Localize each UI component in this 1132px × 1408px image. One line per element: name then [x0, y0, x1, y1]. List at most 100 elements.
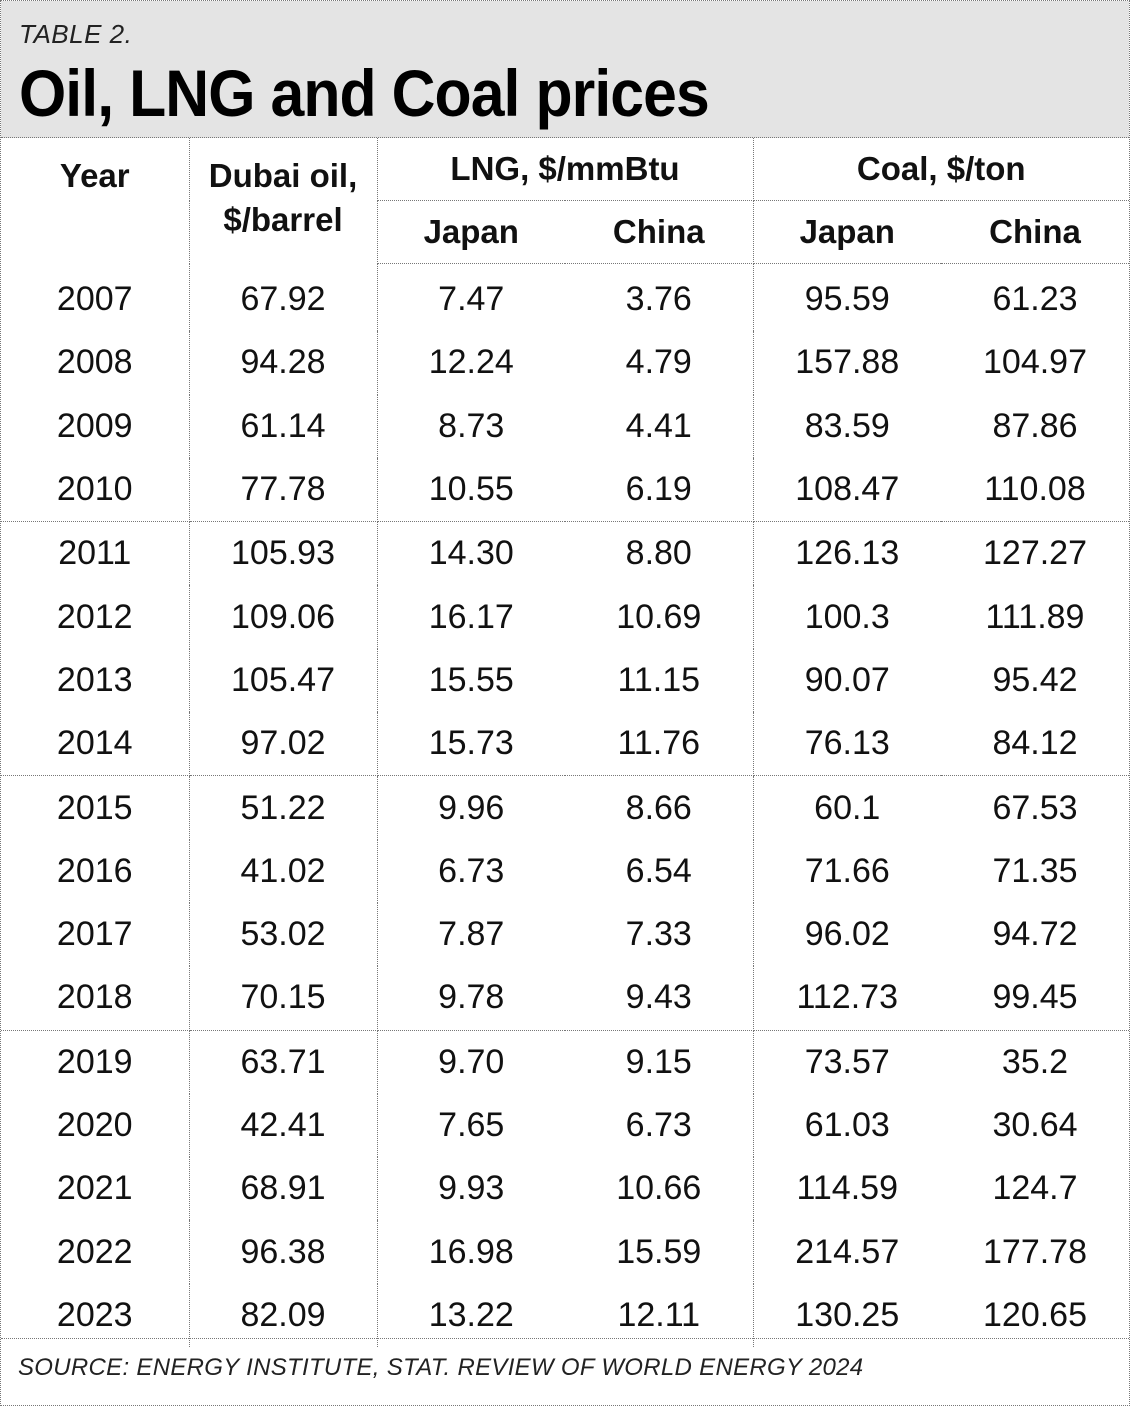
cell-dubai-oil: 42.41 — [189, 1093, 378, 1158]
cell-lng-japan: 13.22 — [428, 1295, 514, 1334]
cell-lng-japan: 16.98 — [428, 1232, 514, 1271]
cell-lng-china: 4.41 — [565, 394, 754, 458]
cell-dubai-oil: 63.71 — [189, 1030, 378, 1094]
cell-year: 2007 — [1, 263, 190, 332]
table-row: 2017 53.02 7.87 7.33 96.02 94.72 — [1, 902, 1129, 967]
cell-dubai-oil: 70.15 — [189, 966, 378, 1031]
table-row: 2014 97.02 15.73 11.76 76.13 84.12 — [1, 712, 1129, 777]
cell-coal-china: 61.23 — [992, 280, 1078, 319]
cell-coal-japan: 108.47 — [753, 457, 941, 523]
cell-dubai-oil: 51.22 — [189, 775, 378, 840]
header-dubai-oil-line1: Dubai oil, — [208, 157, 358, 194]
cell-dubai-oil: 96.38 — [189, 1220, 378, 1284]
cell-coal-japan: 61.03 — [804, 1106, 890, 1144]
cell-coal-japan: 71.66 — [804, 851, 890, 890]
cell-dubai-oil: 68.91 — [189, 1157, 378, 1221]
cell-coal-japan: 214.57 — [795, 1232, 900, 1271]
cell-coal-japan: 83.59 — [804, 406, 890, 445]
header-dubai-oil: Dubai oil, $/barrel — [189, 138, 378, 264]
table-header-band: TABLE 2. Oil, LNG and Coal prices — [1, 1, 1129, 138]
table-row: 2008 94.28 12.24 4.79 157.88 104.97 — [1, 331, 1129, 395]
table-row: 2010 77.78 10.55 6.19 108.47 110.08 — [1, 457, 1129, 523]
footer-divider — [1, 1338, 1129, 1339]
cell-lng-japan: 14.30 — [428, 534, 514, 573]
cell-coal-china: 87.86 — [992, 406, 1078, 445]
cell-coal-china: 35.2 — [1001, 1042, 1069, 1081]
cell-dubai-oil: 77.78 — [189, 457, 378, 523]
cell-lng-japan: 6.73 — [438, 851, 505, 890]
header-lng-china: China — [565, 200, 754, 264]
cell-coal-china: 30.64 — [992, 1106, 1078, 1144]
table-row: 2023 82.09 13.22 12.11 130.25 120.65 — [1, 1283, 1129, 1348]
cell-coal-china: 71.35 — [992, 851, 1078, 890]
cell-year: 2020 — [1, 1093, 190, 1158]
table-title: Oil, LNG and Coal prices — [19, 56, 710, 130]
cell-year: 2008 — [1, 331, 190, 395]
cell-year: 2021 — [1, 1157, 190, 1221]
cell-year: 2017 — [1, 902, 190, 967]
cell-year: 2011 — [1, 521, 190, 586]
cell-coal-japan: 112.73 — [753, 966, 941, 1031]
header-dubai-oil-line2: $/barrel — [223, 201, 343, 238]
cell-coal-china: 111.89 — [985, 597, 1085, 636]
cell-dubai-oil: 61.14 — [189, 394, 378, 458]
cell-lng-china: 3.76 — [565, 263, 754, 332]
cell-lng-china: 10.66 — [565, 1157, 754, 1221]
table-row: 2019 63.71 9.70 9.15 73.57 35.2 — [1, 1030, 1129, 1094]
cell-lng-japan: 7.87 — [438, 915, 505, 954]
cell-lng-japan: 9.93 — [438, 1169, 505, 1208]
table-row: 2020 42.41 7.65 6.73 61.03 30.64 — [1, 1093, 1129, 1158]
cell-lng-japan: 8.73 — [438, 406, 505, 445]
table-row: 2012 109.06 16.17 10.69 100.3 111.89 — [1, 585, 1129, 649]
cell-dubai-oil: 67.92 — [189, 263, 378, 332]
cell-dubai-oil: 105.47 — [189, 648, 378, 713]
cell-lng-china: 4.79 — [565, 331, 754, 395]
cell-lng-china: 11.15 — [565, 648, 754, 713]
table-row: 2011 105.93 14.30 8.80 126.13 127.27 — [1, 521, 1129, 586]
table-row: 2007 67.92 7.47 3.76 95.59 61.23 — [1, 263, 1129, 332]
cell-lng-china: 6.19 — [565, 457, 754, 523]
cell-dubai-oil: 97.02 — [189, 712, 378, 777]
cell-lng-china: 7.33 — [565, 902, 754, 967]
table-label: TABLE 2. — [19, 19, 133, 49]
header-coal: Coal, $/ton — [753, 138, 1129, 201]
cell-lng-china: 15.59 — [565, 1220, 754, 1284]
cell-coal-china: 104.97 — [983, 343, 1087, 382]
cell-coal-japan: 60.1 — [814, 788, 881, 827]
header-coal-china: China — [941, 200, 1129, 264]
cell-year: 2018 — [1, 966, 190, 1031]
cell-coal-china: 67.53 — [992, 788, 1078, 827]
cell-lng-japan: 15.73 — [377, 712, 565, 777]
cell-coal-china: 84.12 — [941, 712, 1129, 777]
cell-lng-japan: 12.24 — [428, 343, 514, 382]
price-table: Year Dubai oil, $/barrel LNG, $/mmBtu Co… — [1, 138, 1129, 1348]
header-coal-japan: Japan — [753, 200, 941, 264]
cell-year: 2019 — [1, 1030, 190, 1094]
cell-lng-japan: 9.96 — [438, 788, 505, 827]
cell-coal-japan: 96.02 — [804, 915, 890, 954]
source-note: SOURCE: ENERGY INSTITUTE, STAT. REVIEW O… — [18, 1354, 864, 1381]
cell-lng-japan: 7.47 — [438, 280, 505, 319]
header-lng-japan: Japan — [377, 200, 565, 264]
cell-coal-japan: 73.57 — [804, 1042, 890, 1081]
cell-coal-china: 99.45 — [941, 966, 1129, 1031]
cell-lng-japan: 10.55 — [377, 457, 565, 523]
cell-dubai-oil: 94.28 — [189, 331, 378, 395]
cell-coal-china: 124.7 — [992, 1169, 1078, 1208]
cell-lng-china: 8.66 — [565, 775, 754, 840]
cell-coal-japan: 90.07 — [804, 660, 890, 699]
cell-lng-china: 11.76 — [565, 712, 754, 777]
cell-coal-china: 95.42 — [992, 660, 1078, 699]
cell-coal-japan: 114.59 — [796, 1169, 898, 1208]
cell-dubai-oil: 105.93 — [189, 521, 378, 586]
cell-lng-china: 9.15 — [565, 1030, 754, 1094]
cell-lng-japan: 16.17 — [428, 597, 514, 636]
cell-year: 2023 — [1, 1283, 190, 1348]
table-row: 2016 41.02 6.73 6.54 71.66 71.35 — [1, 839, 1129, 903]
cell-year: 2016 — [1, 839, 190, 903]
cell-year: 2009 — [1, 394, 190, 458]
cell-coal-china: 120.65 — [983, 1295, 1087, 1334]
cell-lng-china: 12.11 — [565, 1283, 754, 1348]
cell-lng-japan: 9.70 — [438, 1042, 505, 1081]
